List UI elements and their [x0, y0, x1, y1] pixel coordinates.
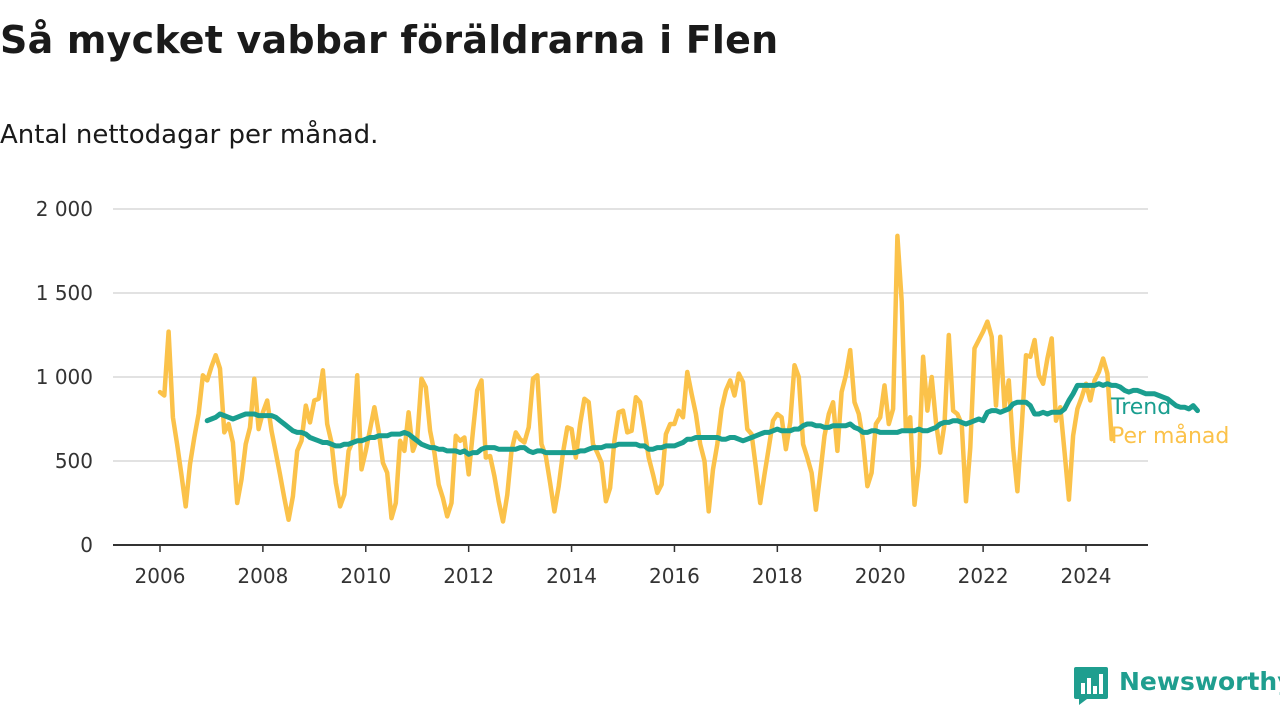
x-tick-label: 2020 — [855, 564, 906, 588]
y-tick-label: 1 500 — [36, 281, 93, 305]
x-tick-label: 2024 — [1061, 564, 1112, 588]
chart-title: Så mycket vabbar föräldrarna i Flen — [0, 18, 779, 62]
y-tick-label: 500 — [55, 449, 93, 473]
series-line-trend — [204, 381, 1200, 457]
y-tick-label: 0 — [80, 533, 93, 557]
axes: 0 500 1 000 1 500 2 000 2006 2008 2010 2012 2014 2… — [36, 197, 1148, 588]
series-label-per-manad: Per månad — [1111, 423, 1229, 449]
x-tick-label: 2016 — [649, 564, 700, 588]
x-tick-label: 2008 — [237, 564, 288, 588]
series-labels: Trend Per månad — [1110, 395, 1229, 449]
newsworthy-brand[interactable]: Newsworthy — [1073, 665, 1280, 705]
x-tick-label: 2010 — [340, 564, 391, 588]
x-tick-label: 2022 — [958, 564, 1009, 588]
x-tick-label: 2018 — [752, 564, 803, 588]
series-label-trend: Trend — [1110, 395, 1171, 420]
series-lines — [157, 233, 1200, 524]
brand-name: Newsworthy — [1119, 667, 1280, 696]
chart-subtitle: Antal nettodagar per månad. — [0, 120, 379, 150]
x-tick-label: 2012 — [443, 564, 494, 588]
y-tick-label: 2 000 — [36, 197, 93, 221]
series-line-per-manad — [157, 233, 1114, 524]
x-tick-label: 2014 — [546, 564, 597, 588]
x-tick-label: 2006 — [135, 564, 186, 588]
y-tick-label: 1 000 — [36, 365, 93, 389]
newsworthy-logo-icon — [1074, 667, 1108, 705]
